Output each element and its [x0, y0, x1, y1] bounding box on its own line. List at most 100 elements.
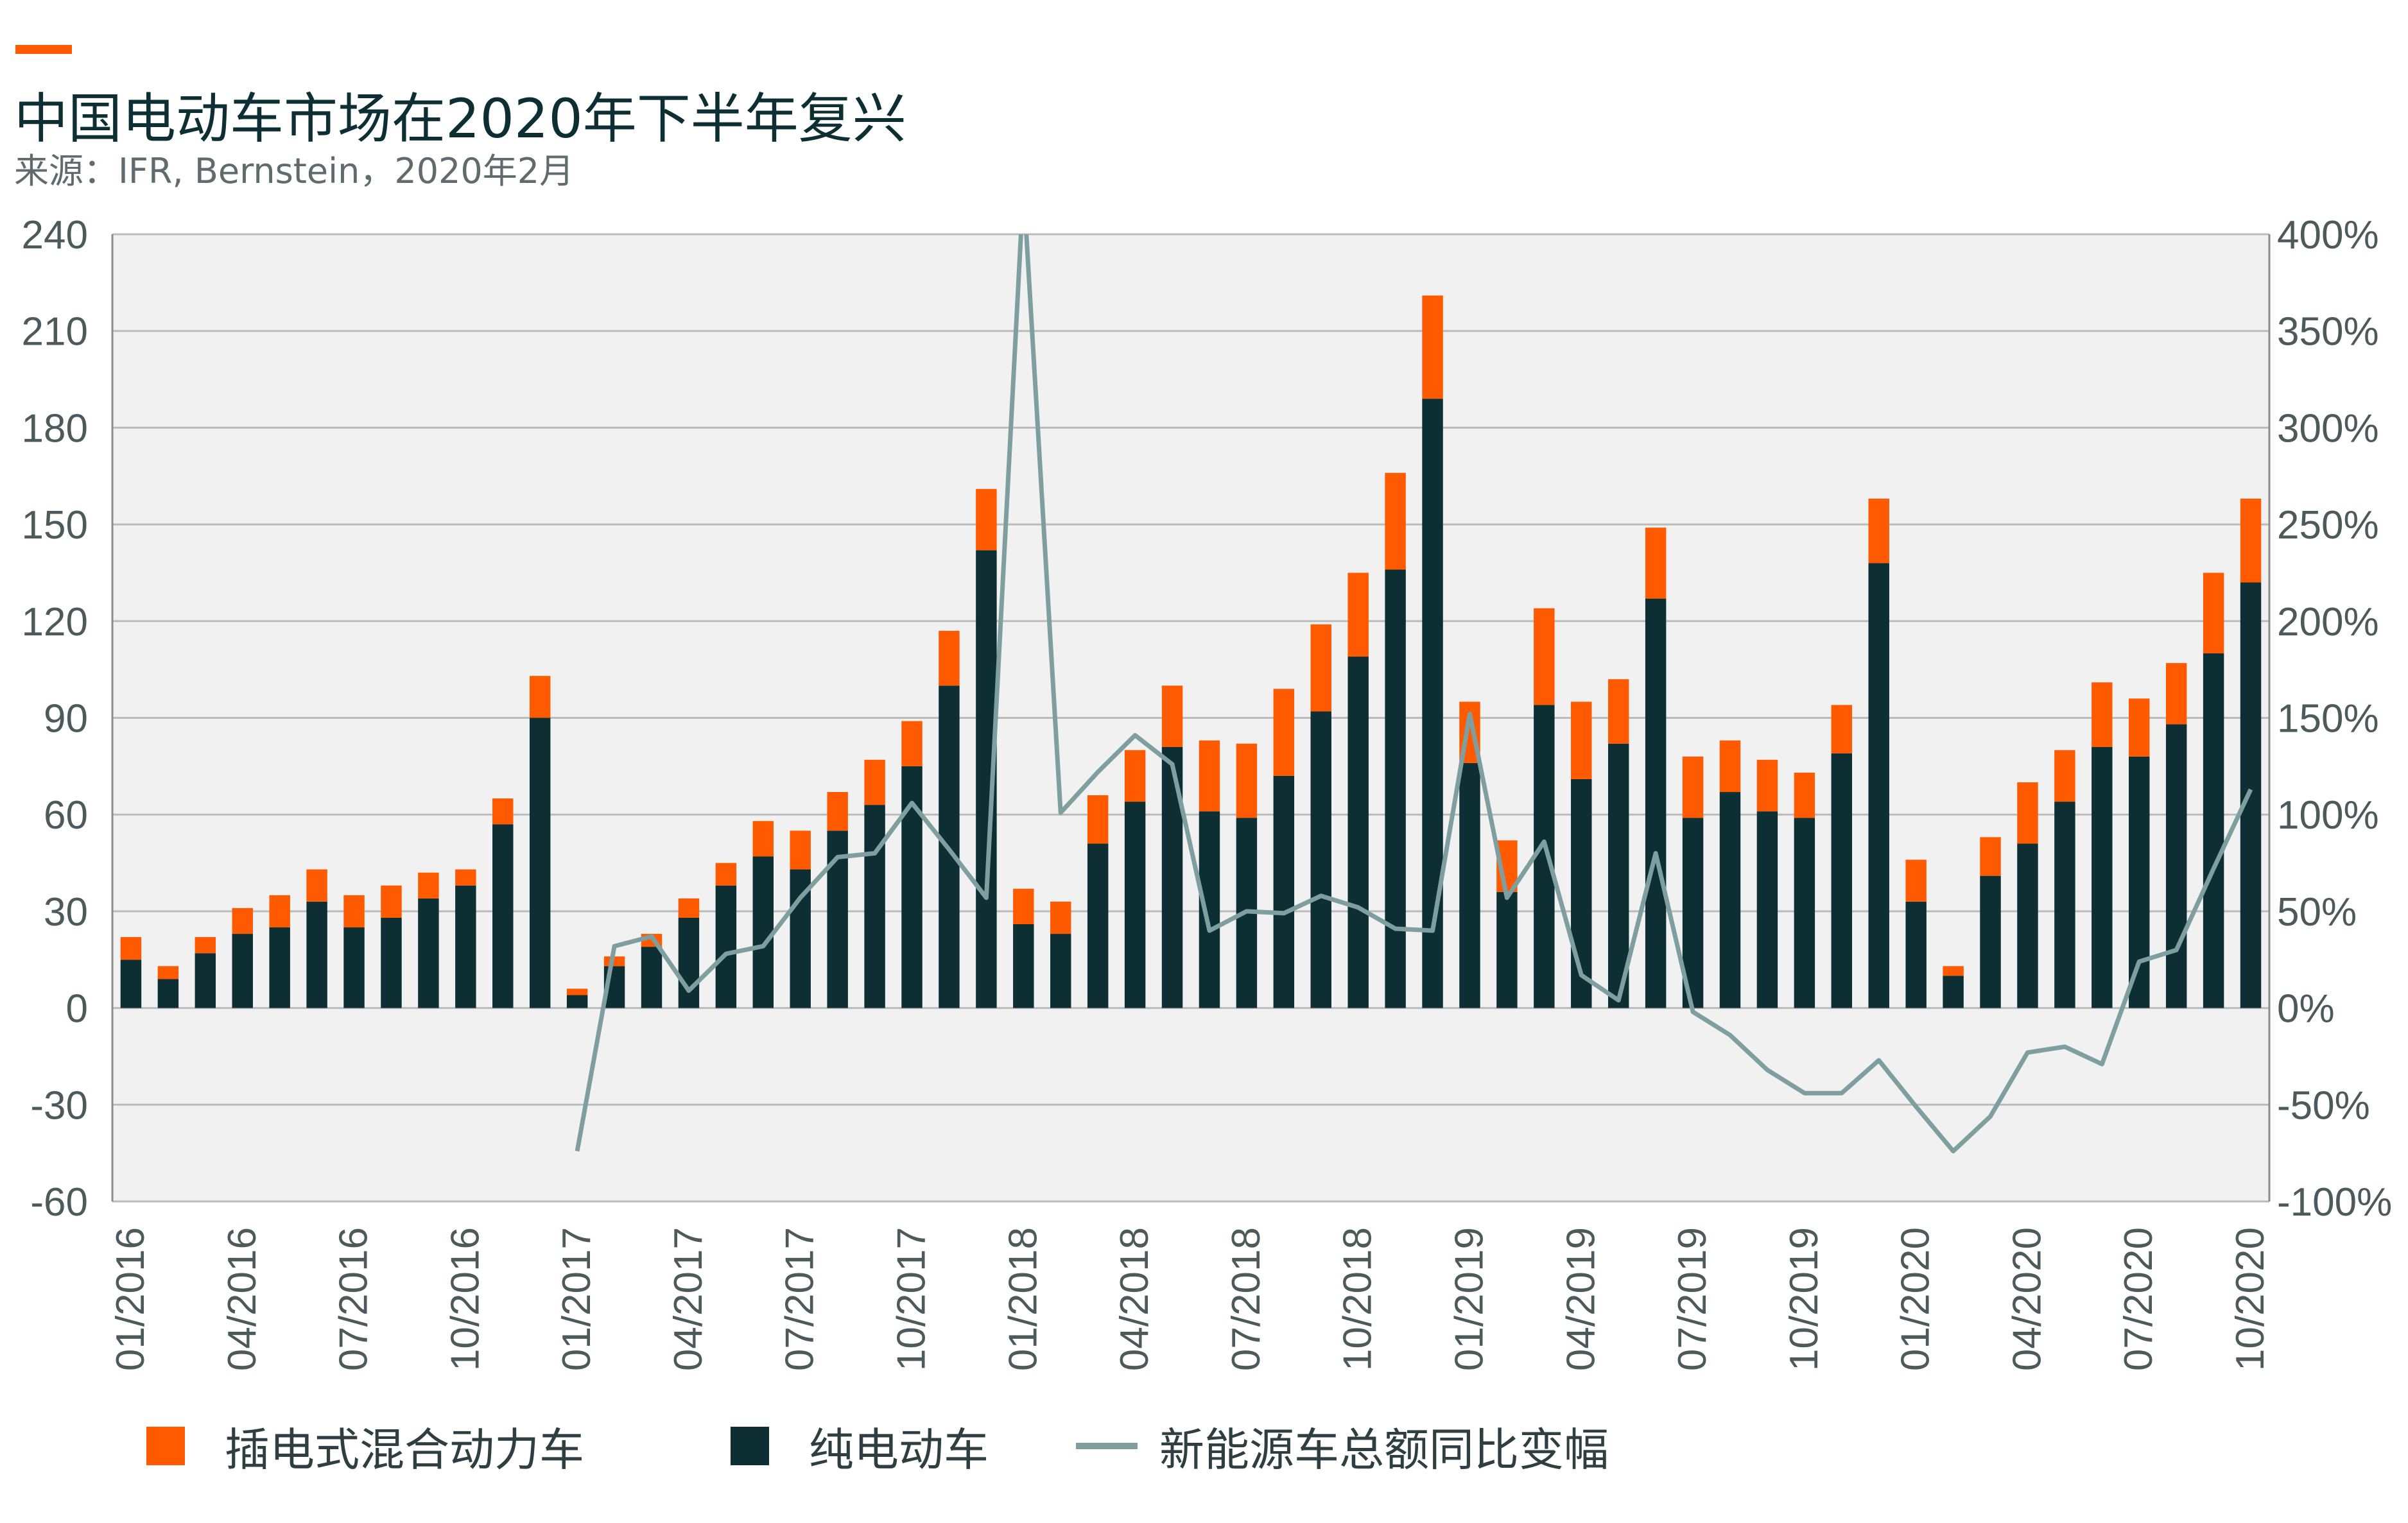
bar-bev — [1347, 657, 1369, 1008]
y-left-tick-label: 0 — [66, 987, 88, 1031]
x-tick-label: 01/2018 — [1001, 1227, 1045, 1371]
bar-phev — [2054, 750, 2075, 802]
bar-bev — [2165, 724, 2187, 1008]
bar-phev — [2017, 782, 2038, 844]
bar-bev — [1273, 775, 1295, 1008]
bar-bev — [120, 959, 142, 1008]
y-right-tick-label: 350% — [2277, 310, 2379, 354]
bar-phev — [269, 895, 290, 928]
bar-bev — [381, 917, 402, 1008]
bar-phev — [1087, 795, 1109, 844]
bar-bev — [752, 856, 774, 1008]
bar-bev — [1719, 792, 1741, 1008]
bar-bev — [2240, 582, 2262, 1008]
bar-bev — [1459, 762, 1480, 1008]
bar-phev — [1310, 624, 1331, 712]
y-left-tick-label: 120 — [22, 600, 88, 644]
bar-phev — [864, 759, 885, 805]
bar-phev — [1199, 740, 1220, 812]
bar-bev — [1905, 901, 1927, 1008]
bar-bev — [1868, 563, 1889, 1008]
bar-phev — [1905, 859, 1927, 902]
bar-phev — [1236, 743, 1258, 818]
bar-phev — [455, 869, 476, 886]
bar-phev — [2165, 663, 2187, 725]
bar-phev — [492, 798, 514, 825]
bar-phev — [1347, 572, 1369, 657]
bar-bev — [1310, 711, 1331, 1008]
bar-phev — [901, 721, 922, 766]
bar-phev — [939, 630, 960, 686]
bar-phev — [120, 937, 142, 960]
bar-phev — [1831, 705, 1853, 753]
x-tick-label: 01/2019 — [1447, 1227, 1491, 1371]
bar-bev — [1831, 753, 1853, 1008]
bar-phev — [2203, 572, 2224, 654]
bar-phev — [1719, 740, 1741, 793]
bar-bev — [1980, 875, 2001, 1008]
y-right-tick-label: 0% — [2277, 987, 2335, 1031]
bar-bev — [455, 885, 476, 1008]
x-tick-label: 07/2019 — [1670, 1227, 1715, 1371]
bar-phev — [1571, 701, 1592, 779]
x-tick-label: 10/2019 — [1782, 1227, 1826, 1371]
legend-label-bev: 纯电动车 — [809, 1423, 989, 1476]
bar-bev — [269, 927, 290, 1008]
x-tick-label: 07/2018 — [1224, 1227, 1269, 1371]
bar-phev — [715, 863, 737, 886]
legend-label-yoy: 新能源车总额同比变幅 — [1159, 1423, 1609, 1476]
chart-source: 来源：IFR, Bernstein，2020年2月 — [14, 151, 575, 191]
bar-bev — [1124, 802, 1146, 1008]
x-tick-label: 04/2020 — [2005, 1227, 2049, 1371]
bar-bev — [157, 979, 179, 1008]
legend-swatch-bev — [731, 1427, 769, 1465]
x-tick-label: 04/2018 — [1113, 1227, 1157, 1371]
bar-phev — [1273, 689, 1295, 776]
bar-phev — [343, 895, 365, 928]
x-tick-label: 07/2016 — [332, 1227, 376, 1371]
accent-bar — [15, 45, 72, 54]
bar-bev — [1013, 924, 1034, 1008]
bar-phev — [2092, 682, 2113, 747]
bar-bev — [864, 805, 885, 1008]
x-tick-label: 10/2016 — [443, 1227, 487, 1371]
y-right-tick-label: -50% — [2277, 1083, 2370, 1128]
y-left-tick-label: 60 — [44, 793, 88, 838]
bar-bev — [232, 934, 253, 1008]
bar-bev — [2017, 843, 2038, 1008]
bar-phev — [1385, 472, 1406, 570]
y-right-tick-label: 400% — [2277, 213, 2379, 257]
bar-phev — [2129, 698, 2150, 757]
y-right-tick-label: 150% — [2277, 697, 2379, 741]
y-left-tick-label: 90 — [44, 697, 88, 741]
x-tick-label: 10/2018 — [1336, 1227, 1380, 1371]
x-tick-label: 01/2017 — [555, 1227, 599, 1371]
bar-phev — [1534, 608, 1555, 705]
bar-phev — [678, 898, 700, 918]
y-right-tick-label: 100% — [2277, 793, 2379, 838]
x-tick-label: 10/2017 — [890, 1227, 934, 1371]
legend-item-phev: 插电式混合动力车 — [146, 1417, 584, 1476]
y-left-tick-label: -60 — [30, 1180, 88, 1225]
bar-phev — [1607, 679, 1629, 744]
bar-bev — [1050, 934, 1071, 1008]
bar-bev — [1385, 569, 1406, 1008]
bar-bev — [418, 898, 439, 1008]
y-left-tick-label: 30 — [44, 890, 88, 934]
x-tick-label: 04/2017 — [666, 1227, 711, 1371]
bar-bev — [1087, 843, 1109, 1008]
bar-bev — [2129, 756, 2150, 1008]
x-tick-label: 07/2020 — [2117, 1227, 2161, 1371]
y-left-tick-label: 240 — [22, 213, 88, 257]
bar-bev — [641, 947, 663, 1008]
line-yoy — [575, 234, 2253, 1154]
bar-bev — [2054, 802, 2075, 1008]
bar-phev — [1794, 772, 1815, 818]
bar-bev — [715, 885, 737, 1008]
x-tick-label: 04/2019 — [1559, 1227, 1603, 1371]
x-tick-label: 07/2017 — [778, 1227, 822, 1371]
legend-swatch-phev — [146, 1427, 185, 1465]
bar-phev — [157, 966, 179, 979]
bar-bev — [2092, 746, 2113, 1008]
